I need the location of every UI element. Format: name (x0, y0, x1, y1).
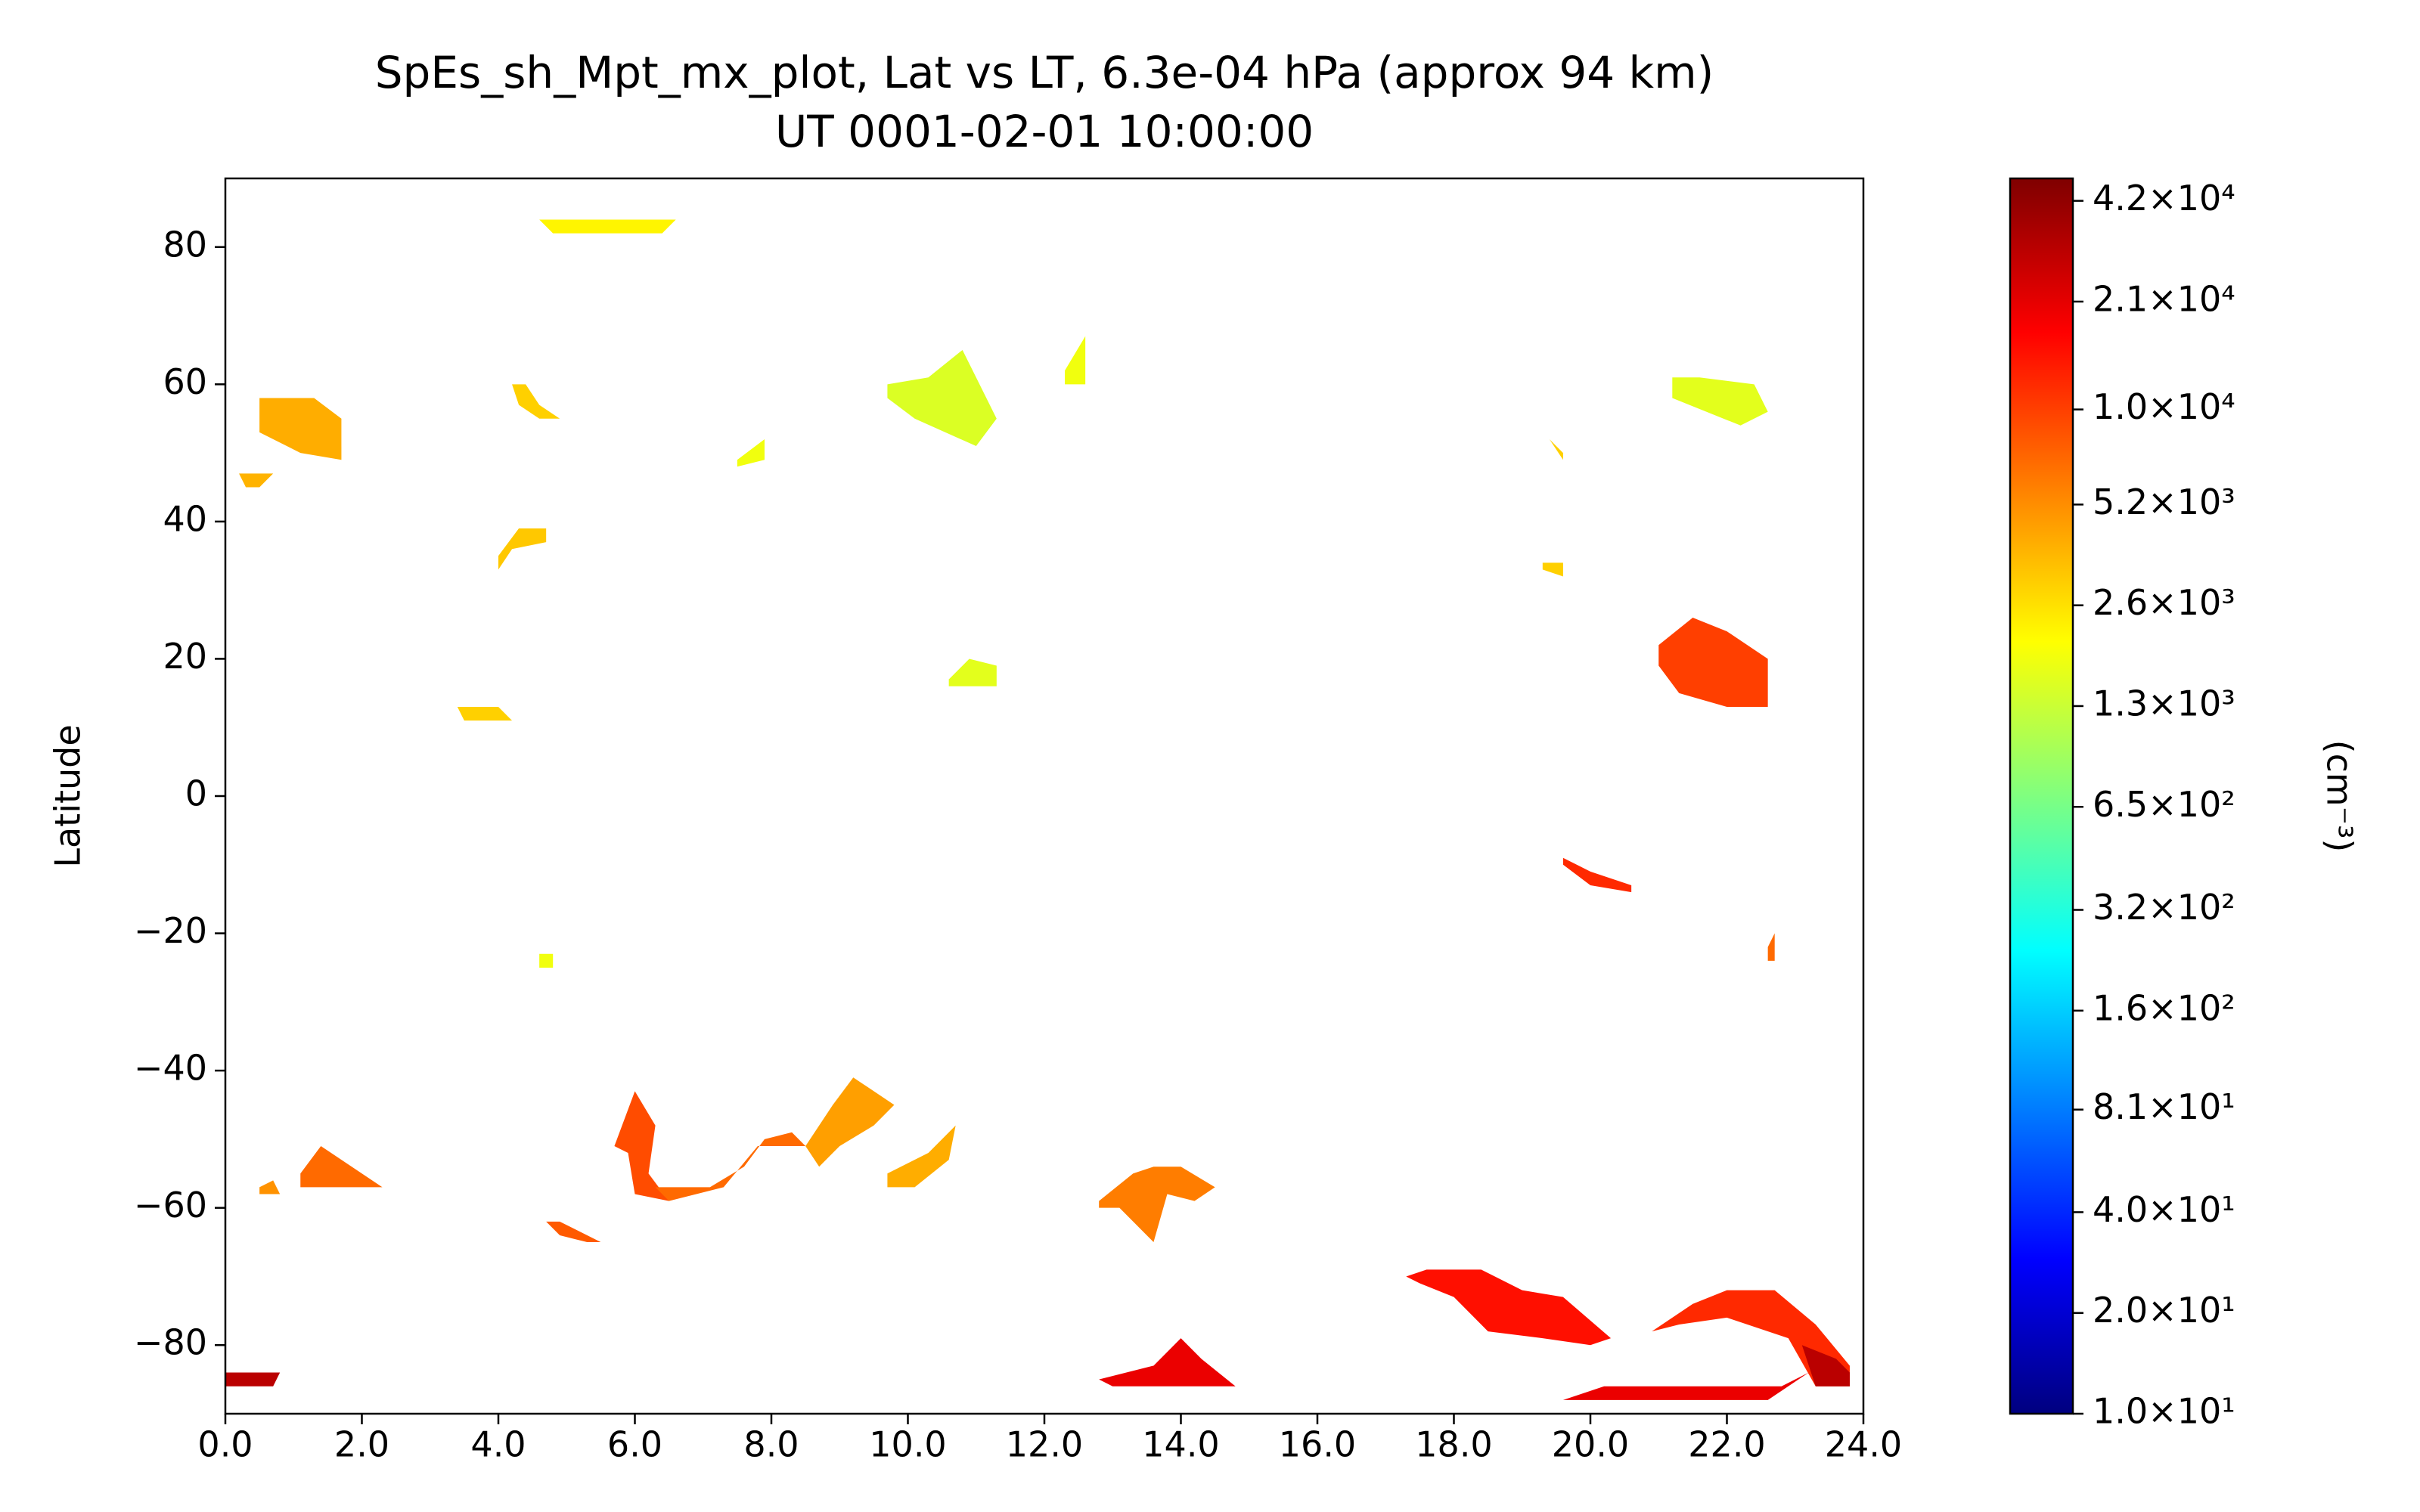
y-tick-label: −60 (134, 1185, 207, 1225)
contour-region (1099, 1167, 1215, 1243)
colorbar-label: (cm⁻³) (2319, 740, 2360, 853)
contour-region (539, 219, 676, 234)
plot-frame (224, 177, 1865, 1415)
x-tick-label: 18.0 (1415, 1424, 1492, 1465)
contour-region (1562, 857, 1632, 893)
colorbar-tick-label: 2.0×10¹ (2093, 1290, 2235, 1331)
y-tick-label: −40 (134, 1048, 207, 1089)
contour-region (1549, 438, 1563, 460)
colorbar-tick-label: 6.5×10² (2093, 784, 2235, 825)
x-tick-label: 6.0 (607, 1424, 662, 1465)
contour-region (1542, 562, 1563, 577)
colorbar (2010, 178, 2073, 1414)
contour-region (1652, 1290, 1850, 1387)
contour-region (614, 1091, 669, 1201)
colorbar-tick-label: 2.1×10⁴ (2093, 278, 2235, 319)
contour-region (457, 706, 513, 721)
colorbar-tick-label: 5.2×10³ (2093, 482, 2235, 522)
x-tick-label: 14.0 (1142, 1424, 1219, 1465)
colorbar-tick-label: 1.3×10³ (2093, 683, 2235, 723)
chart-subtitle: UT 0001-02-01 10:00:00 (775, 106, 1314, 157)
contour-region (737, 438, 765, 467)
x-tick-label: 12.0 (1006, 1424, 1083, 1465)
contour-region (1658, 617, 1768, 707)
contour-region (948, 658, 997, 686)
colorbar-tick-label: 1.0×10¹ (2093, 1391, 2235, 1432)
colorbar-tick-label: 1.6×10² (2093, 987, 2235, 1028)
y-tick-label: 0 (185, 773, 207, 814)
contour-region (1065, 336, 1086, 385)
contour-region (512, 384, 560, 419)
contour-region (1767, 933, 1775, 961)
contour-region (1562, 1372, 1809, 1400)
contour-region (225, 1372, 281, 1387)
colorbar-tick-label: 1.0×10⁴ (2093, 386, 2235, 427)
x-tick-label: 20.0 (1552, 1424, 1629, 1465)
x-tick-label: 2.0 (334, 1424, 389, 1465)
colorbar-tick-label: 2.6×10³ (2093, 582, 2235, 623)
contour-region (259, 1180, 281, 1194)
y-tick-label: −20 (134, 910, 207, 951)
contour-region (546, 1221, 601, 1243)
y-tick-label: 60 (163, 361, 207, 402)
contour-region (239, 473, 274, 488)
x-tick-label: 10.0 (869, 1424, 946, 1465)
y-tick-label: −80 (134, 1322, 207, 1363)
y-tick-label: 20 (163, 636, 207, 677)
contour-region (887, 1125, 956, 1188)
contour-region (1406, 1269, 1612, 1346)
contour-region (1672, 377, 1768, 426)
colorbar-tick-label: 4.2×10⁴ (2093, 178, 2235, 218)
colorbar-tick-label: 8.1×10¹ (2093, 1086, 2235, 1127)
colorbar-tick-label: 4.0×10¹ (2093, 1189, 2235, 1230)
contour-region (1801, 1345, 1850, 1387)
chart-title: SpEs_sh_Mpt_mx_plot, Lat vs LT, 6.3e-04 … (375, 47, 1714, 98)
colorbar-frame (2009, 177, 2074, 1415)
x-tick-label: 16.0 (1279, 1424, 1356, 1465)
x-tick-label: 24.0 (1825, 1424, 1902, 1465)
x-tick-label: 0.0 (197, 1424, 253, 1465)
contour-region (300, 1145, 383, 1188)
contour-region (887, 349, 997, 447)
contour-region (1099, 1338, 1236, 1387)
x-tick-label: 4.0 (470, 1424, 526, 1465)
contour-region (498, 528, 547, 570)
contour-region (539, 953, 554, 968)
contour-region (259, 398, 342, 460)
y-tick-label: 40 (163, 498, 207, 539)
colorbar-tick-label: 3.2×10² (2093, 887, 2235, 928)
y-axis-label: Latitude (48, 724, 88, 867)
contour-region (655, 1132, 806, 1201)
contour-region (805, 1077, 895, 1167)
x-tick-label: 8.0 (743, 1424, 799, 1465)
x-tick-label: 22.0 (1688, 1424, 1765, 1465)
y-tick-label: 80 (163, 224, 207, 265)
